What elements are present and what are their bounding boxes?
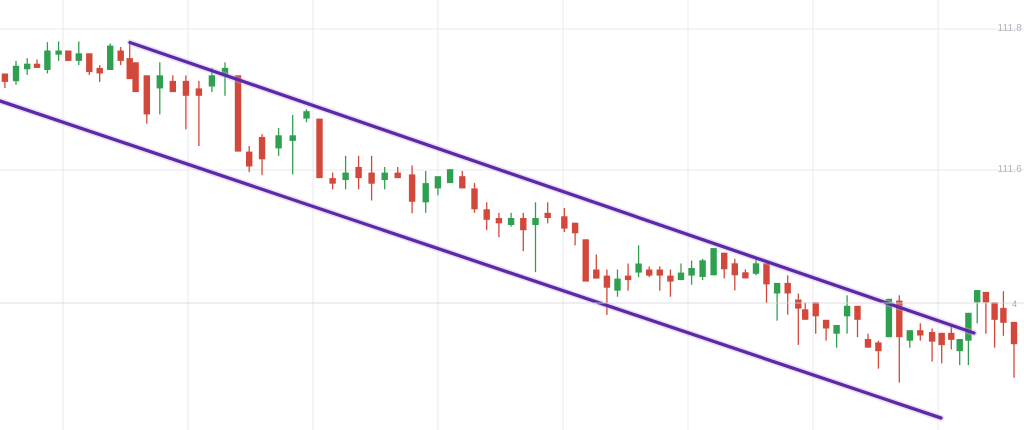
svg-text:4: 4 (1012, 299, 1017, 309)
